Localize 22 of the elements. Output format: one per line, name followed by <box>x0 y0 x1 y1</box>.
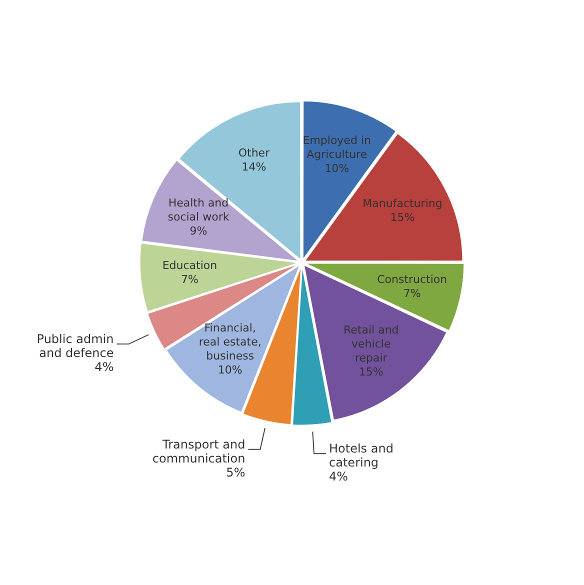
data-label: 7% <box>403 286 421 300</box>
slice-label: Manufacturing <box>362 197 442 210</box>
slice-label: Retail and vehicle repair <box>343 323 399 364</box>
data-label: 10% <box>324 162 350 176</box>
data-label: 14% <box>242 160 266 174</box>
slice-label: Construction <box>377 272 448 286</box>
slice-label: Health and social work <box>168 196 230 224</box>
data-label: 4% <box>94 360 114 374</box>
data-label: 5% <box>226 466 246 480</box>
slice-label: Other <box>238 146 270 160</box>
slice-label: Hotels and catering <box>329 442 394 470</box>
data-label: 4% <box>329 470 348 484</box>
slice-label: Public admin and defence <box>36 332 114 360</box>
data-label: 10% <box>218 363 242 376</box>
slice-label: Transport and communication <box>152 438 246 466</box>
data-label: 15% <box>358 365 384 378</box>
data-label: 15% <box>390 211 415 224</box>
slice-label: Education <box>162 258 218 272</box>
slice-label: Employed in Agriculture <box>302 134 371 162</box>
data-label: 9% <box>190 224 208 238</box>
slice-label: Financial, real estate, business <box>198 321 262 362</box>
data-label: 7% <box>180 272 198 286</box>
